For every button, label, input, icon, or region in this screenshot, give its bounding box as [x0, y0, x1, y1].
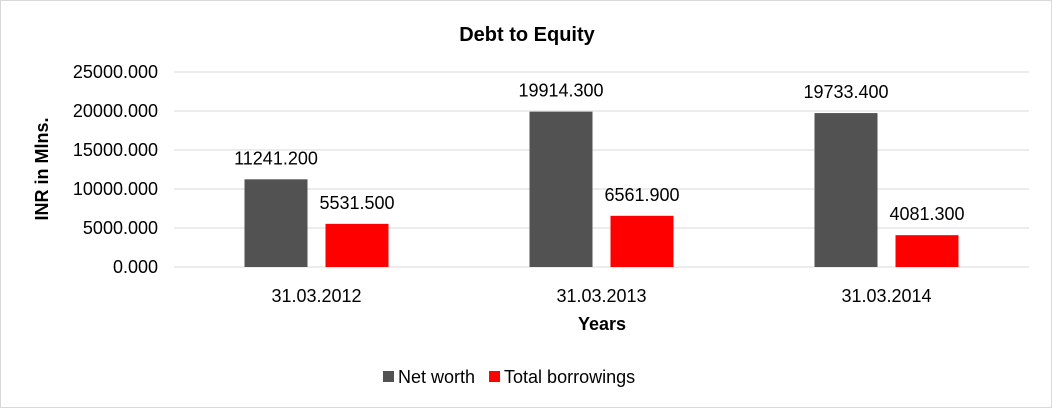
legend-label: Net worth [398, 367, 475, 387]
bar-total-borrowings [325, 223, 389, 267]
legend-swatch [383, 371, 394, 382]
y-tick-label: 5000.000 [83, 218, 158, 238]
x-tick-label: 31.03.2014 [841, 286, 931, 306]
y-tick-label: 15000.000 [73, 140, 158, 160]
legend-swatch [489, 371, 501, 382]
bar-net-worth [244, 179, 308, 267]
data-label: 5531.500 [319, 193, 394, 213]
data-label: 11241.200 [234, 148, 318, 168]
bar-total-borrowings [610, 215, 674, 267]
x-axis-label: Years [578, 314, 626, 334]
y-tick-label: 10000.000 [73, 179, 158, 199]
bar-net-worth [814, 113, 878, 267]
data-label: 4081.300 [889, 204, 964, 224]
y-tick-label: 25000.000 [73, 62, 158, 82]
data-label: 19914.300 [518, 81, 603, 101]
legend-label: Total borrowings [504, 367, 635, 387]
chart-title: Debt to Equity [459, 24, 595, 46]
x-tick-label: 31.03.2012 [271, 286, 361, 306]
data-label: 19733.400 [803, 82, 888, 102]
y-axis-label: INR in Mlns. [32, 118, 52, 221]
y-tick-label: 20000.000 [73, 101, 158, 121]
x-tick-label: 31.03.2013 [556, 286, 646, 306]
y-tick-label: 0.000 [113, 257, 158, 277]
bar-net-worth [529, 111, 593, 267]
data-label: 6561.900 [604, 185, 679, 205]
bar-total-borrowings [895, 235, 959, 267]
